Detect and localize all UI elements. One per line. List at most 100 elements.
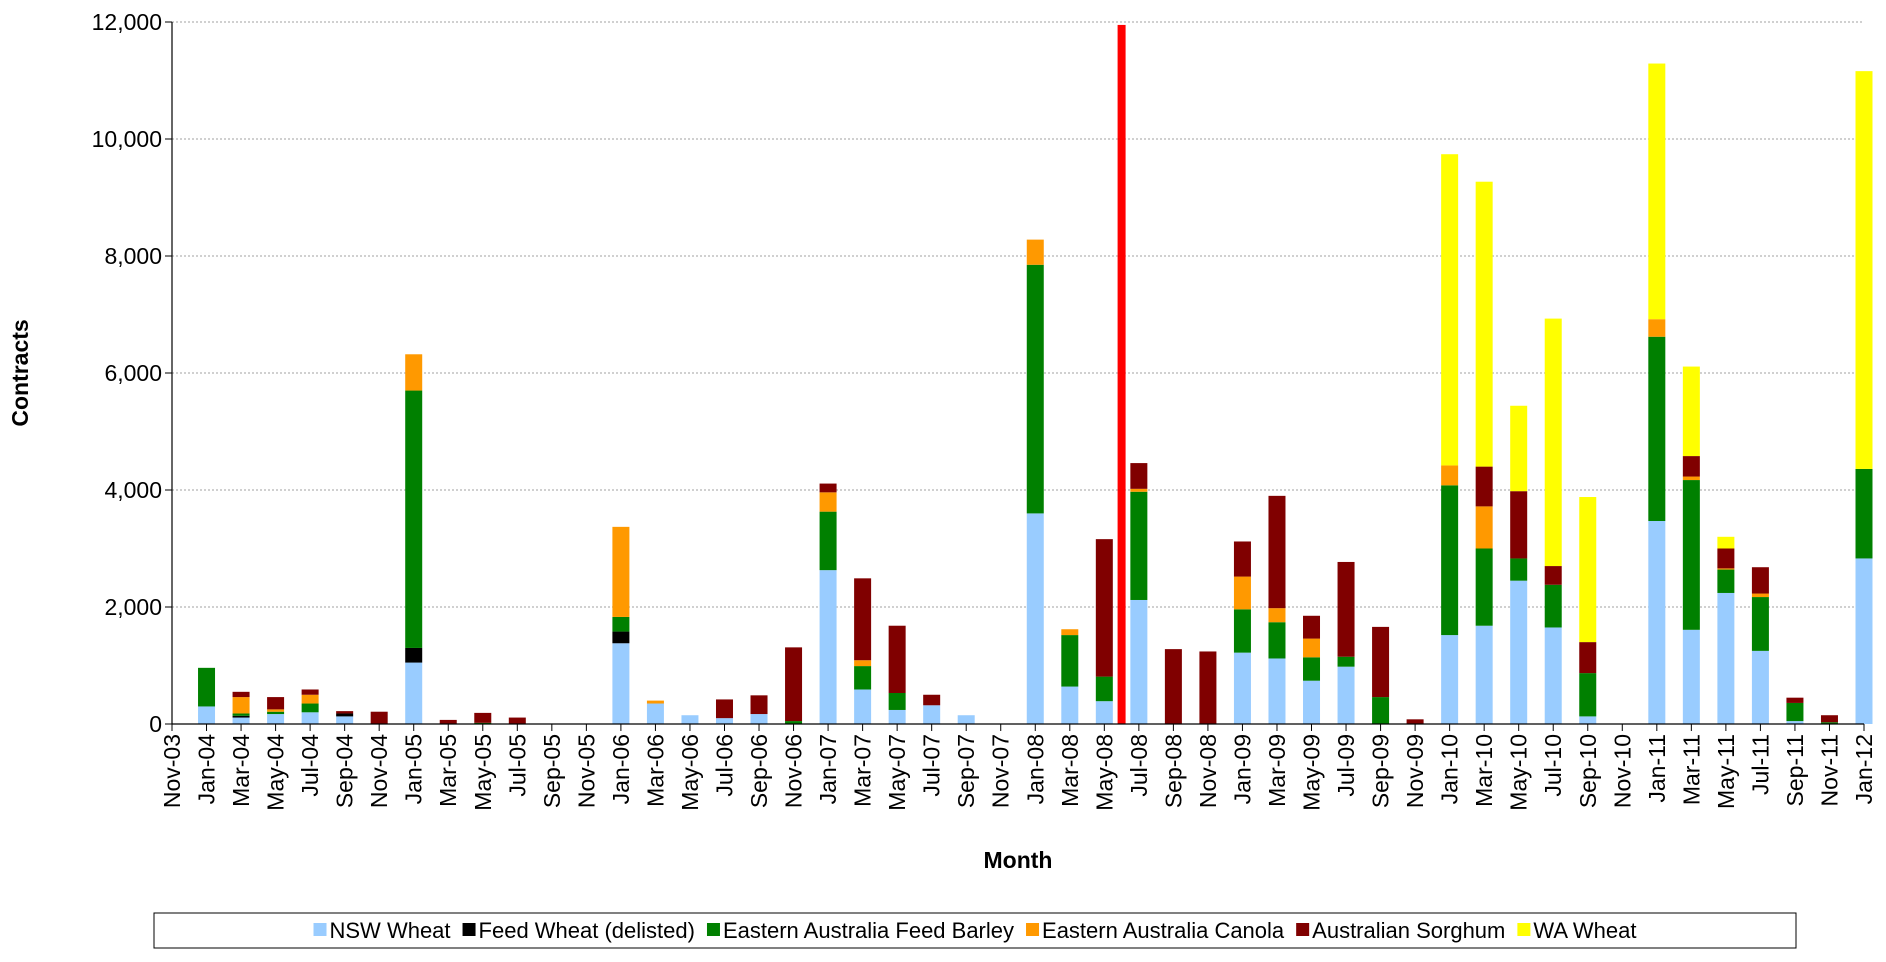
x-tick-label: May-11 [1713, 734, 1739, 809]
bar-segment [1682, 480, 1700, 630]
bar-segment [232, 697, 250, 714]
bar-segment [1855, 71, 1873, 469]
bar-segment [1406, 719, 1424, 724]
bar-segment [957, 715, 975, 724]
bar-segment [1751, 567, 1769, 594]
x-tick-label: Mar-05 [435, 734, 461, 807]
x-tick-label: May-10 [1506, 734, 1532, 811]
x-tick-label: Jul-04 [297, 734, 323, 797]
bar-segment [232, 713, 250, 716]
bar-segment [1510, 405, 1528, 492]
bar-segment [405, 662, 423, 724]
bar-segment [1855, 558, 1873, 724]
legend-swatch [1296, 923, 1310, 936]
y-tick-label: 12,000 [92, 9, 162, 35]
bar-segment [612, 526, 630, 617]
legend-label: Eastern Australia Canola [1042, 918, 1285, 943]
x-tick-label: Jan-05 [401, 734, 427, 804]
bar-segment [1441, 465, 1459, 486]
bar-segment [1544, 627, 1562, 724]
bar-segment [1544, 318, 1562, 567]
bar-segment [1682, 629, 1700, 724]
bar-segment [1475, 625, 1493, 724]
x-tick-label: Mar-10 [1471, 734, 1497, 807]
bar-segment [612, 631, 630, 644]
x-tick-label: Jan-06 [608, 734, 634, 804]
x-tick-label: Sep-09 [1368, 734, 1394, 808]
bar-segment [819, 492, 837, 512]
bar-segment [1510, 580, 1528, 724]
bar-segment [1268, 495, 1286, 609]
bar-segment [301, 703, 319, 713]
x-tick-label: Jan-07 [815, 734, 841, 804]
bar-segment [1303, 657, 1321, 681]
bar-segment [301, 712, 319, 724]
y-tick-label: 6,000 [104, 360, 162, 386]
x-tick-label: Mar-08 [1057, 734, 1083, 807]
x-tick-label: May-05 [470, 734, 496, 811]
x-tick-label: Nov-08 [1195, 734, 1221, 808]
bar-segment [888, 692, 906, 710]
bar-segment [1510, 491, 1528, 559]
bar-segment [474, 712, 492, 723]
x-tick-label: Mar-04 [228, 734, 254, 807]
bar-segment [1130, 599, 1148, 724]
bar-segment [267, 697, 285, 710]
bar-segment [923, 694, 941, 706]
bar-segment [1475, 506, 1493, 549]
bar-segment [1648, 521, 1666, 724]
bar-segment [405, 390, 423, 648]
legend-label: Eastern Australia Feed Barley [723, 918, 1014, 943]
bar-segment [1786, 697, 1804, 703]
x-tick-label: Jul-10 [1540, 734, 1566, 797]
bar-segment [1682, 456, 1700, 477]
bar-segment [1095, 539, 1113, 677]
bar-segment [1717, 568, 1735, 570]
bar-segment [1026, 264, 1044, 514]
bar-segment [267, 709, 285, 712]
bar-segment [1475, 181, 1493, 467]
x-tick-label: Jan-04 [194, 734, 220, 805]
legend-label: NSW Wheat [330, 918, 451, 943]
legend: NSW Wheat Feed Wheat (delisted) Eastern Au… [153, 912, 1797, 949]
bar-segment [1441, 485, 1459, 636]
bar-segment [1648, 319, 1666, 337]
x-tick-label: Sep-08 [1160, 734, 1186, 808]
bar-segment [1717, 569, 1735, 593]
x-tick-label: May-04 [263, 734, 289, 811]
bar-segment [1337, 666, 1355, 724]
bar-segment [1337, 656, 1355, 667]
bar-segment [1233, 609, 1251, 653]
bar-segment [1026, 513, 1044, 724]
bar-segment [1855, 468, 1873, 559]
x-tick-label: Jul-05 [504, 734, 530, 797]
x-tick-label: Jul-06 [711, 734, 737, 797]
x-tick-label: Sep-10 [1575, 734, 1601, 808]
bar-segment [1303, 615, 1321, 639]
bar-segment [508, 717, 526, 724]
x-tick-label: Jul-07 [919, 734, 945, 797]
bar-segment [1441, 635, 1459, 724]
x-tick-label: Sep-04 [332, 734, 358, 808]
bar-segment [1579, 642, 1597, 674]
x-tick-label: Nov-05 [573, 734, 599, 808]
x-tick-label: Nov-11 [1816, 734, 1842, 806]
legend-label: WA Wheat [1533, 918, 1636, 943]
bar-segment [681, 715, 699, 724]
bar-segment [1441, 154, 1459, 466]
bar-segment [888, 709, 906, 724]
bar-segment [1717, 536, 1735, 549]
bar-segment [1475, 466, 1493, 507]
x-tick-label: Mar-11 [1678, 734, 1704, 805]
bar-segment [888, 625, 906, 693]
bar-segment [1164, 649, 1182, 724]
bar-segment [1268, 658, 1286, 724]
bar-segment [232, 691, 250, 698]
y-tick-label: 8,000 [104, 243, 162, 269]
bar-segment [1682, 476, 1700, 481]
bar-segment [267, 714, 285, 724]
bar-segment [1268, 622, 1286, 659]
x-tick-label: Jan-12 [1851, 734, 1877, 804]
bar-segment [785, 721, 803, 724]
